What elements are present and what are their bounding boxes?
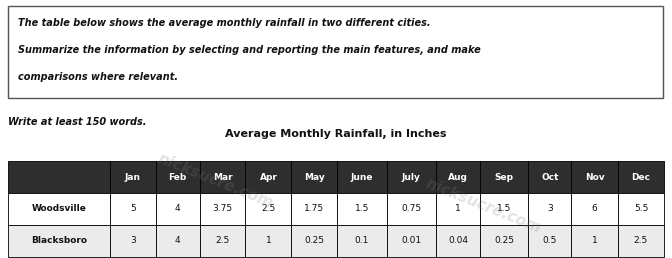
Text: Jan: Jan: [125, 173, 140, 182]
Text: 1: 1: [455, 205, 461, 213]
Text: Mar: Mar: [213, 173, 233, 182]
Bar: [337, 193, 386, 225]
Text: 0.04: 0.04: [448, 236, 468, 245]
Text: Aug: Aug: [448, 173, 468, 182]
Bar: [528, 193, 571, 225]
Bar: [8, 161, 110, 193]
Bar: [110, 193, 156, 225]
Bar: [386, 193, 435, 225]
Text: 4: 4: [175, 236, 180, 245]
Text: Oct: Oct: [541, 173, 558, 182]
Text: 0.5: 0.5: [542, 236, 557, 245]
Bar: [245, 225, 292, 257]
Text: 0.1: 0.1: [355, 236, 369, 245]
Bar: [110, 161, 156, 193]
Bar: [480, 161, 528, 193]
Text: 0.25: 0.25: [494, 236, 514, 245]
Text: Woodsville: Woodsville: [32, 205, 86, 213]
Bar: [292, 161, 337, 193]
Bar: [618, 225, 664, 257]
Bar: [435, 225, 480, 257]
Bar: [528, 225, 571, 257]
Bar: [386, 161, 435, 193]
Text: Write at least 150 words.: Write at least 150 words.: [8, 117, 146, 127]
Text: 0.01: 0.01: [401, 236, 421, 245]
Bar: [156, 225, 200, 257]
Bar: [337, 161, 386, 193]
Text: 3: 3: [547, 205, 552, 213]
Text: 1.75: 1.75: [304, 205, 325, 213]
Text: Feb: Feb: [169, 173, 187, 182]
Bar: [528, 161, 571, 193]
Bar: [8, 193, 110, 225]
Bar: [245, 193, 292, 225]
Text: 2.5: 2.5: [216, 236, 230, 245]
Bar: [156, 161, 200, 193]
Text: 6: 6: [592, 205, 597, 213]
Bar: [200, 193, 245, 225]
Bar: [386, 225, 435, 257]
Text: The table below shows the average monthly rainfall in two different cities.: The table below shows the average monthl…: [18, 18, 431, 28]
Text: 1.5: 1.5: [497, 205, 511, 213]
Text: 5.5: 5.5: [634, 205, 648, 213]
Text: 3: 3: [130, 236, 136, 245]
Bar: [8, 225, 110, 257]
Bar: [200, 161, 245, 193]
Text: 1: 1: [592, 236, 597, 245]
Text: 1: 1: [265, 236, 271, 245]
Bar: [435, 193, 480, 225]
Bar: [480, 225, 528, 257]
Text: 1.5: 1.5: [355, 205, 369, 213]
Text: Average Monthly Rainfall, in Inches: Average Monthly Rainfall, in Inches: [225, 129, 447, 139]
Bar: [245, 161, 292, 193]
Bar: [571, 193, 618, 225]
Bar: [571, 161, 618, 193]
Text: Sep: Sep: [495, 173, 513, 182]
Text: 3.75: 3.75: [212, 205, 233, 213]
Text: Nov: Nov: [585, 173, 605, 182]
Bar: [292, 225, 337, 257]
Text: July: July: [402, 173, 421, 182]
Bar: [571, 225, 618, 257]
Text: Apr: Apr: [259, 173, 278, 182]
Text: 0.75: 0.75: [401, 205, 421, 213]
Bar: [618, 193, 664, 225]
Text: Blacksboro: Blacksboro: [31, 236, 87, 245]
Bar: [618, 161, 664, 193]
Text: 0.25: 0.25: [304, 236, 325, 245]
Text: 4: 4: [175, 205, 180, 213]
Text: 5: 5: [130, 205, 136, 213]
Text: Dec: Dec: [632, 173, 650, 182]
Text: May: May: [304, 173, 325, 182]
Text: nicksucre.com: nicksucre.com: [155, 151, 275, 211]
Bar: [8, 6, 663, 98]
Bar: [110, 225, 156, 257]
Text: June: June: [351, 173, 373, 182]
Bar: [435, 161, 480, 193]
Text: Summarize the information by selecting and reporting the main features, and make: Summarize the information by selecting a…: [18, 45, 481, 55]
Text: nicksucre.com: nicksucre.com: [424, 176, 544, 236]
Bar: [480, 193, 528, 225]
Bar: [292, 193, 337, 225]
Bar: [337, 225, 386, 257]
Bar: [200, 225, 245, 257]
Text: 2.5: 2.5: [261, 205, 276, 213]
Text: 2.5: 2.5: [634, 236, 648, 245]
Bar: [156, 193, 200, 225]
Text: comparisons where relevant.: comparisons where relevant.: [18, 72, 178, 82]
